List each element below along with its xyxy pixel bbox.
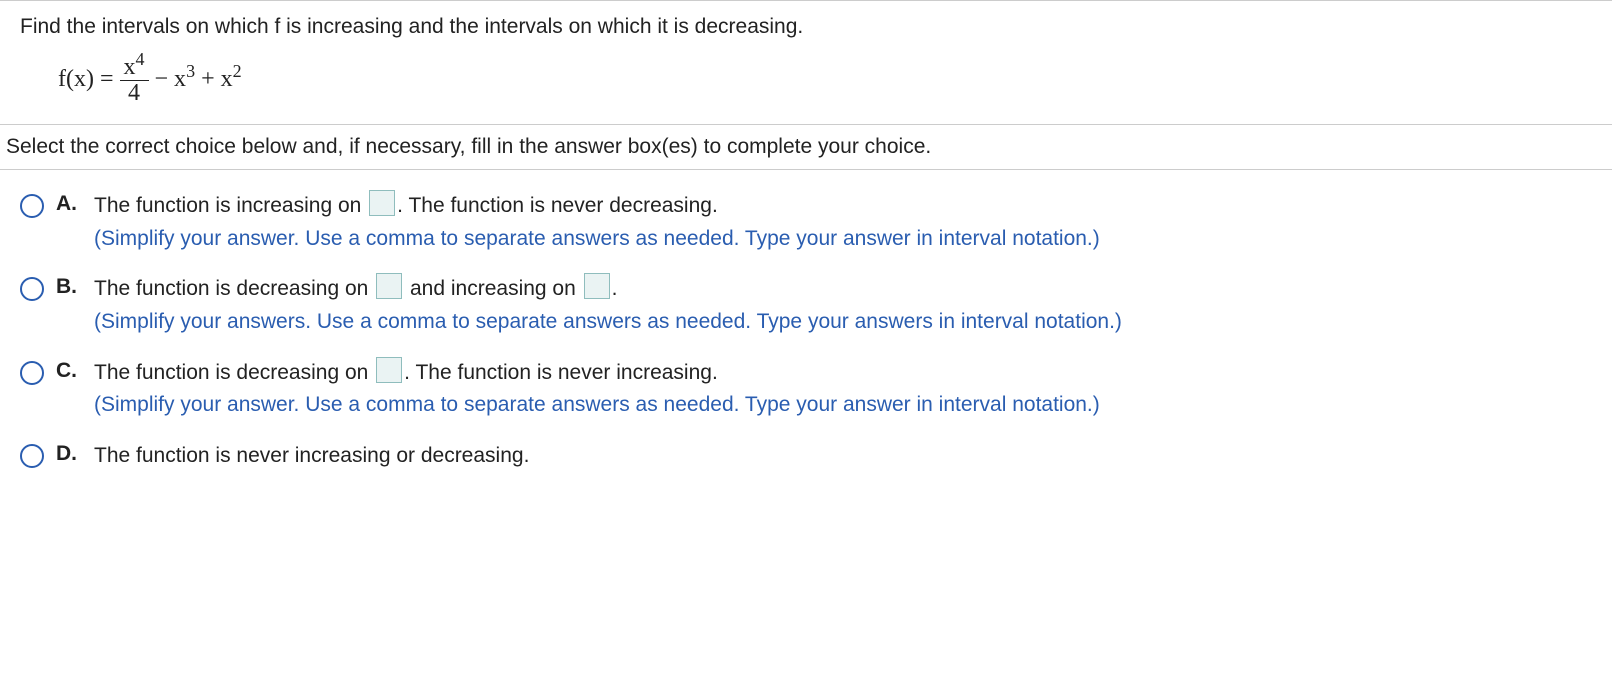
choice-text-line: The function is increasing on . The func… xyxy=(94,190,1592,223)
instruction: Select the correct choice below and, if … xyxy=(0,125,1612,169)
equation-term2: − x3 xyxy=(149,66,196,92)
choice-text-line: The function is decreasing on . The func… xyxy=(94,357,1592,390)
choice-body: The function is decreasing on and increa… xyxy=(94,273,1592,338)
choice-text-segment: . xyxy=(612,277,618,300)
choice-row: C. The function is decreasing on . The fu… xyxy=(20,357,1592,422)
equation-term3: + x2 xyxy=(195,66,242,92)
answer-box[interactable] xyxy=(584,273,610,299)
choice-text-segment: . The function is never decreasing. xyxy=(397,194,718,217)
choice-body: The function is never increasing or decr… xyxy=(94,440,1592,473)
choices-list: A. The function is increasing on . The fu… xyxy=(0,170,1612,500)
choice-text-segment: The function is decreasing on xyxy=(94,361,374,384)
choice-text-segment: The function is never increasing or decr… xyxy=(94,444,529,467)
choice-hint: (Simplify your answer. Use a comma to se… xyxy=(94,389,1592,422)
choice-letter: C. xyxy=(56,359,82,383)
choice-row: A. The function is increasing on . The fu… xyxy=(20,190,1592,255)
choice-letter: B. xyxy=(56,275,82,299)
choice-row: B. The function is decreasing on and incr… xyxy=(20,273,1592,338)
fraction-numerator: x4 xyxy=(120,55,149,81)
choice-text-segment: The function is decreasing on xyxy=(94,277,374,300)
equation-fraction: x4 4 xyxy=(120,55,149,106)
question-prompt-block: Find the intervals on which f is increas… xyxy=(0,1,1612,55)
choice-letter: A. xyxy=(56,192,82,216)
choice-radio[interactable] xyxy=(20,361,44,385)
choice-row: D. The function is never increasing or de… xyxy=(20,440,1592,473)
choice-hint: (Simplify your answer. Use a comma to se… xyxy=(94,223,1592,256)
answer-box[interactable] xyxy=(369,190,395,216)
choice-text-line: The function is never increasing or decr… xyxy=(94,440,1592,473)
question-prompt: Find the intervals on which f is increas… xyxy=(20,15,1592,39)
choice-body: The function is decreasing on . The func… xyxy=(94,357,1592,422)
choice-text-segment: . The function is never increasing. xyxy=(404,361,718,384)
choice-radio[interactable] xyxy=(20,277,44,301)
choice-hint: (Simplify your answers. Use a comma to s… xyxy=(94,306,1592,339)
question-container: Find the intervals on which f is increas… xyxy=(0,0,1612,500)
equation: f(x) = x4 4 − x3 + x2 xyxy=(0,55,1612,124)
fraction-denominator: 4 xyxy=(120,81,149,106)
choice-text-line: The function is decreasing on and increa… xyxy=(94,273,1592,306)
choice-radio[interactable] xyxy=(20,444,44,468)
equation-lhs: f(x) = xyxy=(58,66,114,92)
answer-box[interactable] xyxy=(376,357,402,383)
choice-letter: D. xyxy=(56,442,82,466)
choice-text-segment: The function is increasing on xyxy=(94,194,367,217)
choice-text-segment: and increasing on xyxy=(404,277,581,300)
answer-box[interactable] xyxy=(376,273,402,299)
choice-body: The function is increasing on . The func… xyxy=(94,190,1592,255)
choice-radio[interactable] xyxy=(20,194,44,218)
